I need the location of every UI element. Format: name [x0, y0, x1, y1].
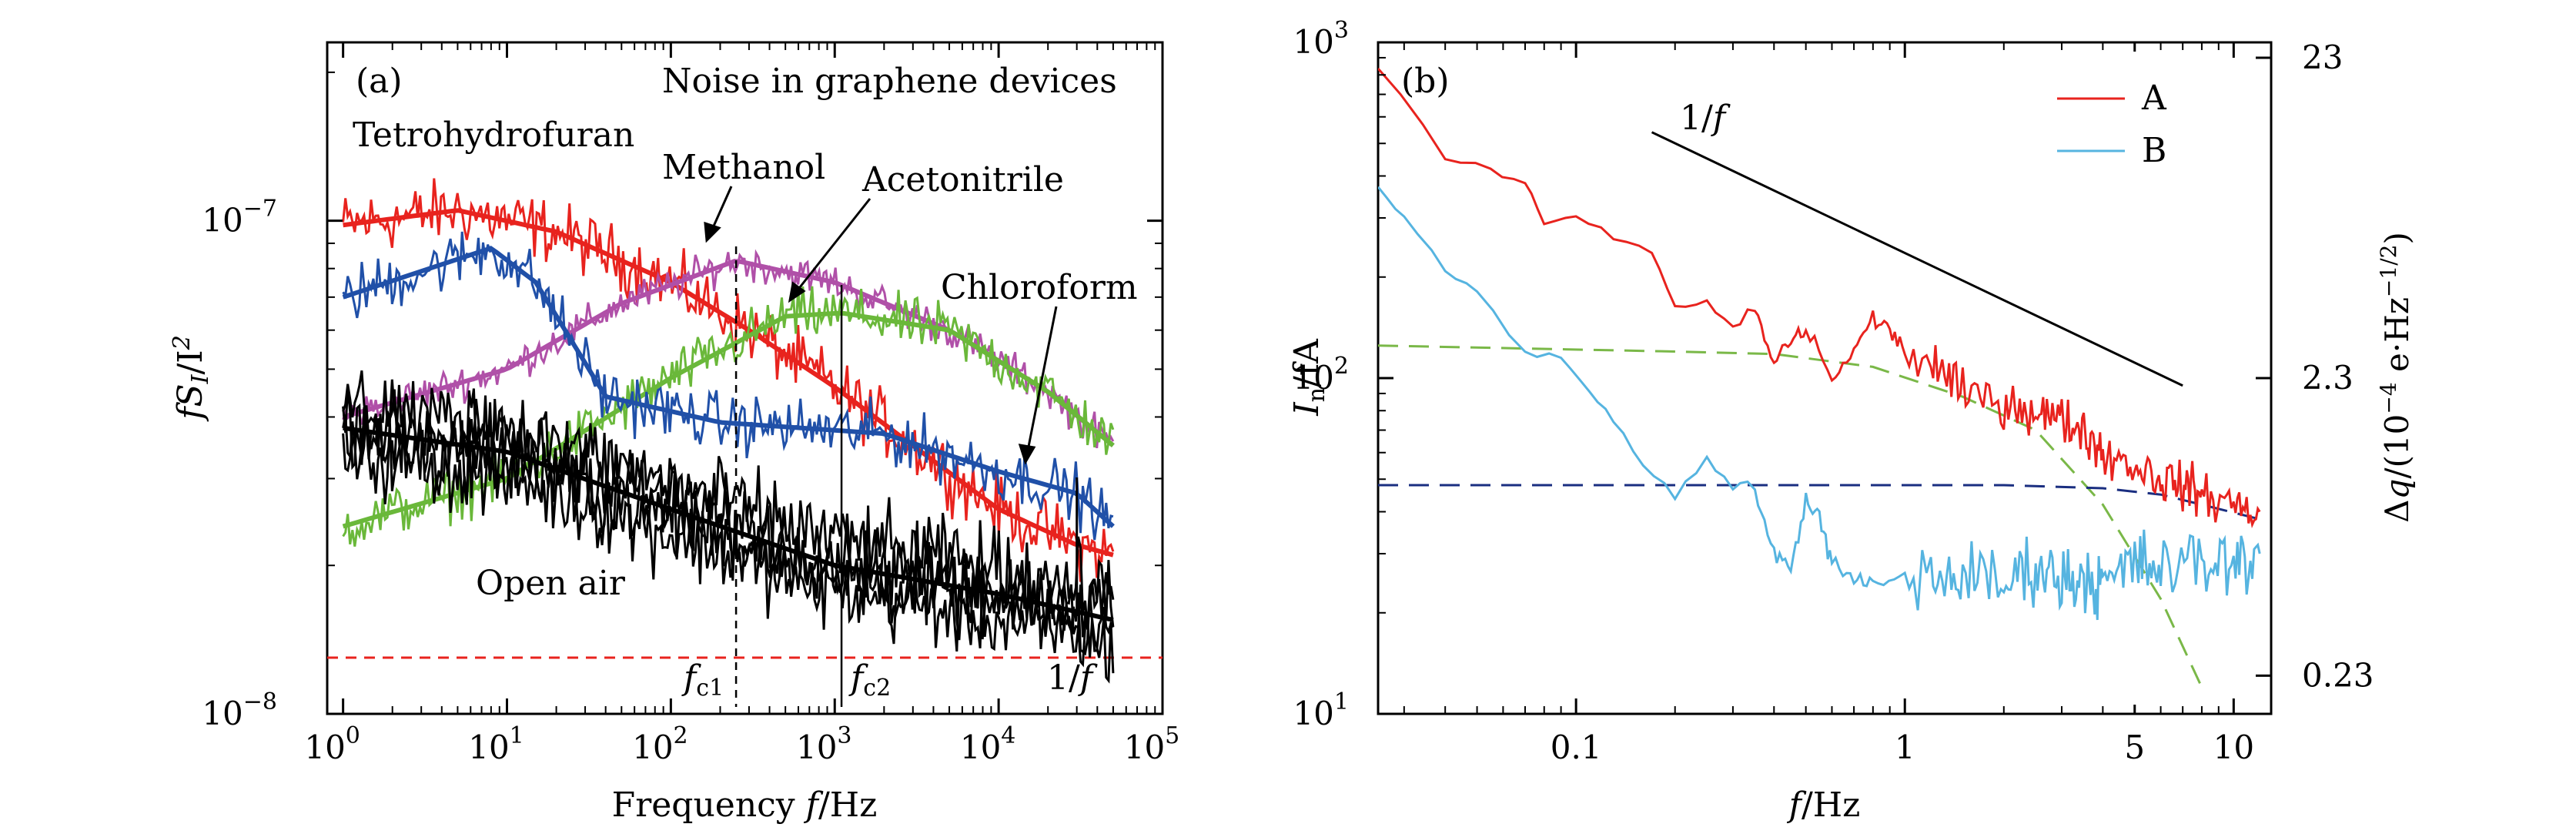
label-chloroform: Chloroform	[941, 268, 1138, 307]
trace-open-air	[342, 370, 1115, 630]
fit-b-dashed	[1378, 484, 2260, 521]
x-tick-label: 100	[304, 722, 360, 766]
x-tick-label: 5	[2124, 728, 2145, 766]
y-right-tick-label: 23	[2302, 39, 2343, 76]
x-tick-label: 101	[468, 722, 524, 766]
x-tick-label: 1	[1895, 728, 1915, 766]
panel-b-ylabel-right: Δq/(10−4 e·Hz−1/2)	[2376, 232, 2416, 523]
y-tick-label: 103	[1293, 17, 1349, 61]
y-tick-label: 10−8	[202, 688, 277, 732]
label-open-air: Open air	[476, 564, 626, 603]
x-tick-label: 105	[1124, 722, 1180, 766]
panel-b-label: (b)	[1401, 62, 1450, 101]
panel-b-xlabel: f/Hz	[1787, 785, 1861, 825]
trace-open-air	[342, 417, 1115, 684]
legend-label-a: A	[2141, 79, 2167, 118]
x-tick-label: 104	[960, 722, 1016, 766]
panel-b-ylabel: In/fA	[1287, 338, 1330, 417]
panel-b-frame	[1377, 41, 2273, 715]
x-tick-label: 103	[796, 722, 852, 766]
label-acetonitrile: Acetonitrile	[861, 160, 1064, 199]
one-over-f-slope-line	[1651, 131, 2183, 387]
trace-open-air	[342, 401, 1115, 656]
legend-label-b: B	[2142, 131, 2166, 170]
panel-a-axes: 100 101 102 103 104 105 10−8 10−7	[202, 42, 1179, 766]
fit-chloroform	[342, 246, 1115, 528]
panel-a-plot-area	[327, 178, 1163, 707]
panel-b-legend: A B	[2057, 79, 2167, 170]
trace-acetonitrile	[342, 286, 1115, 547]
x-tick-label: 10	[2213, 728, 2254, 766]
label-methanol: Methanol	[662, 148, 825, 187]
label-tetrohydrofuran: Tetrohydrofuran	[353, 116, 634, 155]
panel-a: 100 101 102 103 104 105 10−8 10−7 (a) Noise in …	[169, 41, 1179, 825]
y-tick-label: 10−7	[202, 196, 277, 239]
y-right-tick-label: 2.3	[2302, 359, 2354, 397]
annotation-arrows	[704, 186, 1058, 465]
panel-a-label: (a)	[356, 62, 403, 101]
y-right-tick-label: 0.23	[2302, 656, 2374, 694]
fit-open-air	[343, 425, 1114, 623]
panel-a-xlabel: Frequency f/Hz	[612, 785, 878, 825]
panel-a-frame	[326, 41, 1164, 715]
panel-a-ylabel: fSI/I2	[169, 335, 214, 422]
panel-b-plot-area	[1378, 68, 2261, 688]
label-fc1: fc1	[681, 658, 724, 702]
label-one-over-f-b: 1/f	[1680, 99, 1731, 138]
panel-a-title: Noise in graphene devices	[662, 62, 1117, 101]
label-one-over-f-a: 1/f	[1047, 658, 1098, 698]
label-fc2: fc2	[848, 658, 891, 702]
y-tick-label: 101	[1293, 688, 1349, 732]
fit-tetrohydrofuran	[343, 208, 1114, 558]
trace-b	[1378, 186, 2261, 621]
fit-a-dashed	[1378, 344, 2203, 688]
x-tick-label: 102	[632, 722, 688, 766]
trace-a	[1378, 68, 2261, 529]
x-tick-label: 0.1	[1551, 728, 1602, 766]
